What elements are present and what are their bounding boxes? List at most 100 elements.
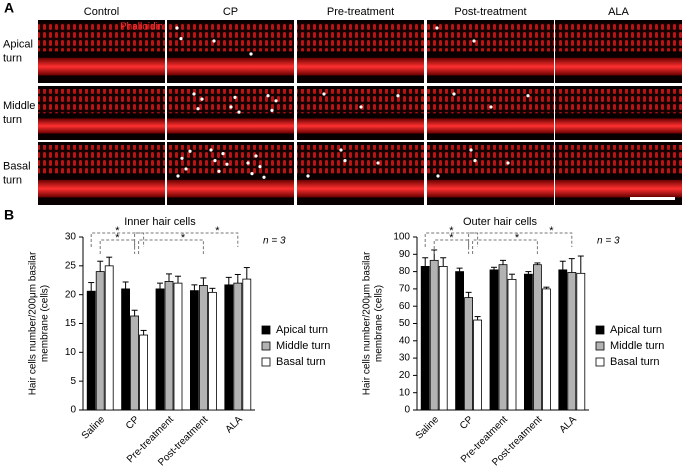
cell-rows <box>38 145 165 174</box>
lost-cell-dot <box>225 162 229 166</box>
y-tick-label: 0 <box>70 405 76 416</box>
bar <box>155 288 165 411</box>
column-header: Control <box>84 6 119 18</box>
significance-bracket <box>90 232 145 247</box>
lost-cell-dot <box>489 105 493 109</box>
significance-mark: * <box>181 232 186 244</box>
pillar-band <box>297 57 424 76</box>
micrographs: Control CP Pre-treatment Post-treatment ALA A… <box>3 6 682 205</box>
y-tick-label: 25 <box>65 260 77 271</box>
y-tick-label: 20 <box>399 370 411 381</box>
panel-label: A <box>4 0 14 16</box>
lost-cell-dot <box>469 148 473 152</box>
pillar-band <box>38 179 165 198</box>
significance-mark: * <box>549 225 554 237</box>
pillar-band <box>555 118 682 134</box>
cell-rows <box>38 89 165 114</box>
n-label: n = 3 <box>263 236 286 247</box>
y-tick-label: 10 <box>65 347 77 358</box>
pillar-band <box>167 179 294 198</box>
bar <box>139 334 149 411</box>
panel-label: B <box>4 207 14 223</box>
significance-mark: * <box>449 232 454 244</box>
bar <box>438 266 448 411</box>
significance-bracket <box>424 232 479 247</box>
bar <box>498 264 508 411</box>
lost-cell-dot <box>212 39 216 43</box>
lost-cell-dot <box>435 26 439 30</box>
cell-rows <box>297 145 424 174</box>
bar <box>558 269 568 411</box>
lost-cell-dot <box>270 108 274 112</box>
column-header: Post-treatment <box>454 6 526 18</box>
y-axis-label: Hair cells number/200μm basilar <box>362 251 373 395</box>
lost-cell-dot <box>254 154 258 158</box>
x-tick-label: CP <box>458 414 476 432</box>
bar <box>121 288 130 411</box>
bar <box>542 288 551 411</box>
scale-bar <box>630 197 675 200</box>
bar <box>464 297 474 411</box>
y-tick-label: 20 <box>65 289 77 300</box>
lost-cell-dot <box>229 105 233 109</box>
bar <box>533 264 542 411</box>
pillar-band <box>167 118 294 134</box>
significance-mark: * <box>115 232 120 244</box>
legend-swatch <box>261 357 271 367</box>
bar <box>524 273 533 411</box>
y-axis-label: membrane (cells) <box>374 285 385 362</box>
legend-label: Apical turn <box>610 324 662 336</box>
x-tick-label: CP <box>124 414 142 432</box>
legend-swatch <box>261 325 271 335</box>
lost-cell-dot <box>175 26 179 30</box>
y-axis-label: membrane (cells) <box>40 285 51 362</box>
significance-bracket <box>468 232 573 247</box>
cell-rows <box>427 145 554 174</box>
y-tick-label: 15 <box>65 318 77 329</box>
bar <box>576 272 586 411</box>
lost-cell-dot <box>179 37 183 41</box>
lost-cell-dot <box>262 175 266 179</box>
legend-label: Apical turn <box>276 324 328 336</box>
y-tick-label: 70 <box>399 284 411 295</box>
lost-cell-dot <box>472 39 476 43</box>
cell-rows <box>555 23 682 52</box>
lost-cell-dot <box>200 97 204 101</box>
significance-bracket <box>138 239 204 254</box>
lost-cell-dot <box>188 149 192 153</box>
cell-rows <box>167 145 294 174</box>
bar <box>189 290 199 411</box>
lost-cell-dot <box>180 156 184 160</box>
y-tick-label: 90 <box>399 249 411 260</box>
lost-cell-dot <box>436 174 440 178</box>
x-tick-label: ALA <box>224 414 245 435</box>
charts: Inner hair cells Hair cells number/200μm … <box>28 216 665 468</box>
y-tick-label: 60 <box>399 301 411 312</box>
lost-cell-dot <box>526 94 530 98</box>
lost-cell-dot <box>306 174 310 178</box>
y-tick-label: 80 <box>399 266 411 277</box>
bar <box>455 271 465 411</box>
legend-label: Basal turn <box>610 356 660 368</box>
legend-label: Middle turn <box>610 340 664 352</box>
cell-rows <box>555 145 682 174</box>
stain-label: Phalloidin <box>120 22 163 33</box>
pillar-band <box>555 57 682 76</box>
lost-cell-dot <box>246 161 250 165</box>
bar <box>86 290 96 411</box>
cell-rows <box>555 89 682 114</box>
lost-cell-dot <box>250 172 254 176</box>
cell-rows <box>38 23 165 52</box>
y-tick-label: 30 <box>65 232 77 243</box>
cell-rows <box>167 23 294 52</box>
bar <box>489 269 499 411</box>
lost-cell-dot <box>506 161 510 165</box>
y-tick-label: 30 <box>399 353 411 364</box>
y-tick-label: 5 <box>70 376 76 387</box>
cell-rows <box>427 89 554 114</box>
lost-cell-dot <box>396 94 400 98</box>
lost-cell-dot <box>339 148 343 152</box>
column-header: ALA <box>608 6 629 18</box>
